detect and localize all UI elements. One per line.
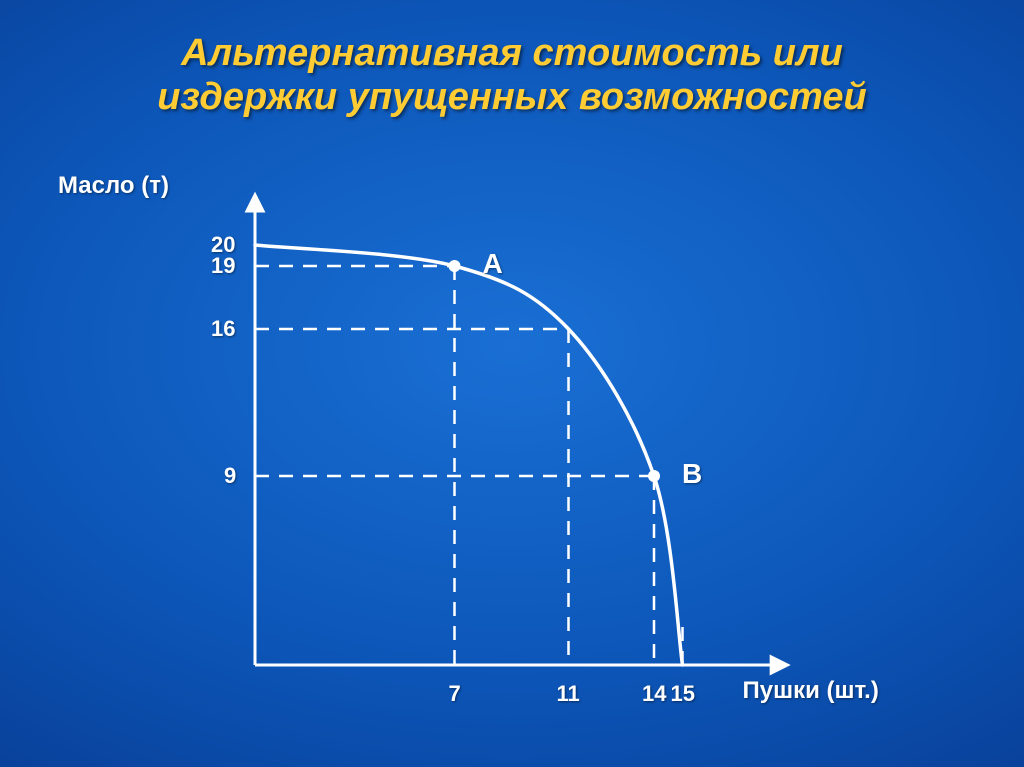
- ppf-chart: [0, 0, 1024, 767]
- y-tick-20: 20: [211, 232, 235, 258]
- point-label-A: A: [483, 248, 503, 280]
- y-tick-16: 16: [211, 316, 235, 342]
- x-tick-7: 7: [449, 681, 461, 707]
- x-tick-14: 14: [642, 681, 666, 707]
- x-tick-15: 15: [671, 681, 695, 707]
- x-tick-11: 11: [557, 681, 580, 707]
- slide: Альтернативная стоимость или издержки уп…: [0, 0, 1024, 767]
- point-label-B: B: [682, 458, 702, 490]
- y-tick-9: 9: [224, 463, 236, 489]
